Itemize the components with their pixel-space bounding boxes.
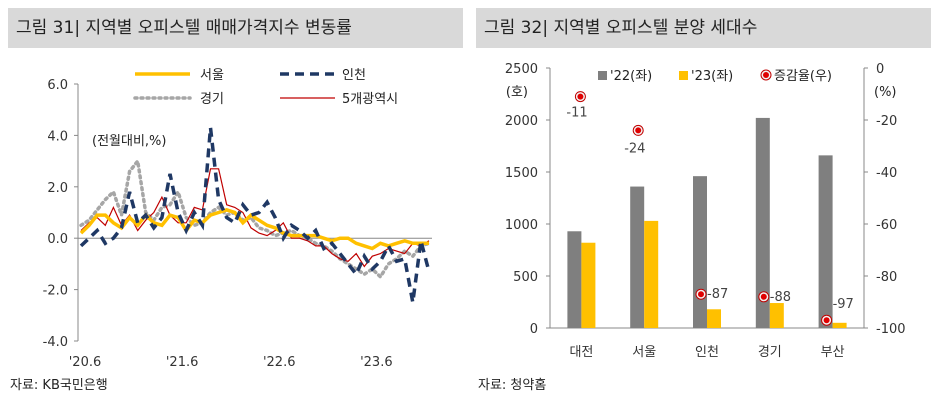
right-bar-22: [755, 117, 770, 328]
right-rate-label: -11: [566, 106, 587, 121]
left-series-line-0: [79, 208, 429, 251]
right-bar-23: [769, 303, 784, 328]
right-rate-marker-core: [577, 93, 584, 100]
left-y-axis-label: (전월대비,%): [92, 134, 166, 149]
left-y-tick: 4.0: [47, 129, 68, 144]
left-x-tick: '22.6: [263, 355, 296, 370]
right-rate-marker-core: [698, 291, 704, 298]
right-left-tick: 500: [513, 270, 538, 285]
right-right-unit: (%): [874, 85, 897, 100]
left-legend-label: 인천: [342, 68, 366, 83]
left-legend-label: 5개광역시: [342, 92, 398, 107]
right-right-tick: -40: [876, 166, 897, 181]
right-x-tick: 인천: [695, 345, 719, 360]
right-right-tick: -100: [876, 322, 906, 337]
right-left-tick: 1500: [505, 166, 538, 181]
right-rate-label: -88: [770, 290, 791, 305]
right-bar-23: [707, 309, 721, 328]
right-x-tick: 부산: [821, 345, 845, 360]
right-rate-marker-core: [760, 293, 767, 300]
right-legend-swatch-22: [598, 71, 607, 80]
left-y-tick: 6.0: [47, 78, 68, 93]
left-x-tick: '21.6: [166, 355, 199, 370]
right-legend-label-rate: 증감율(우): [774, 69, 832, 84]
right-chart-title: 그림 32| 지역별 오피스텔 분양 세대수: [476, 8, 931, 48]
right-bar-23: [832, 322, 847, 328]
right-x-tick: 경기: [758, 345, 782, 360]
right-left-tick: 2000: [505, 114, 538, 129]
right-left-tick: 2500: [505, 62, 538, 77]
right-bar-23: [644, 220, 659, 328]
right-left-unit: (호): [506, 85, 528, 100]
right-left-tick: 0: [530, 322, 538, 337]
right-rate-marker-core: [635, 127, 642, 134]
right-bar-22: [630, 186, 645, 328]
right-right-tick: -80: [876, 270, 897, 285]
right-source: 자료: 청약홈: [478, 378, 547, 393]
left-x-tick: '23.6: [360, 355, 393, 370]
left-line-chart: 6.0 4.0 2.0 0.0 -2.0 -4.0'20.6 '21.6 '22.6 '23.6…: [43, 68, 432, 370]
right-rate-label: -97: [833, 297, 854, 312]
left-legend-label: 경기: [200, 92, 224, 107]
right-right-tick: -20: [876, 114, 897, 129]
right-rate-marker-core: [823, 317, 830, 324]
right-bar-23: [581, 242, 596, 328]
right-left-tick: 1000: [505, 218, 538, 233]
right-legend-label-22: '22(좌): [610, 69, 652, 84]
left-y-tick: -2.0: [43, 284, 68, 299]
left-legend-label: 서울: [200, 68, 224, 83]
right-legend-label-23: '23(좌): [691, 69, 733, 84]
left-y-tick: 2.0: [47, 181, 68, 196]
left-series-line-1: [79, 127, 431, 303]
right-legend-swatch-rate-core: [763, 72, 769, 78]
right-bar-22: [693, 176, 707, 328]
right-bar-22: [567, 231, 582, 328]
left-source: 자료: KB국민은행: [10, 378, 108, 393]
right-bar-chart: 2500 2000 1500 1000 500 0 0 -20 -40 -60 -80 -100 (호)…: [505, 62, 906, 360]
left-y-tick: 0.0: [47, 232, 68, 247]
right-rate-label: -24: [624, 141, 645, 156]
right-bar-22: [818, 155, 833, 328]
left-chart-title: 그림 31| 지역별 오피스텔 매매가격지수 변동률: [8, 8, 463, 48]
left-y-tick: -4.0: [43, 335, 68, 350]
right-right-tick: 0: [876, 62, 884, 77]
left-series-line-3: [80, 168, 430, 268]
right-x-tick: 서울: [632, 345, 656, 360]
right-legend-swatch-23: [679, 71, 688, 80]
right-x-tick: 대전: [569, 345, 593, 360]
left-x-tick: '20.6: [69, 355, 102, 370]
right-rate-label: -87: [707, 287, 728, 302]
right-right-tick: -60: [876, 218, 897, 233]
